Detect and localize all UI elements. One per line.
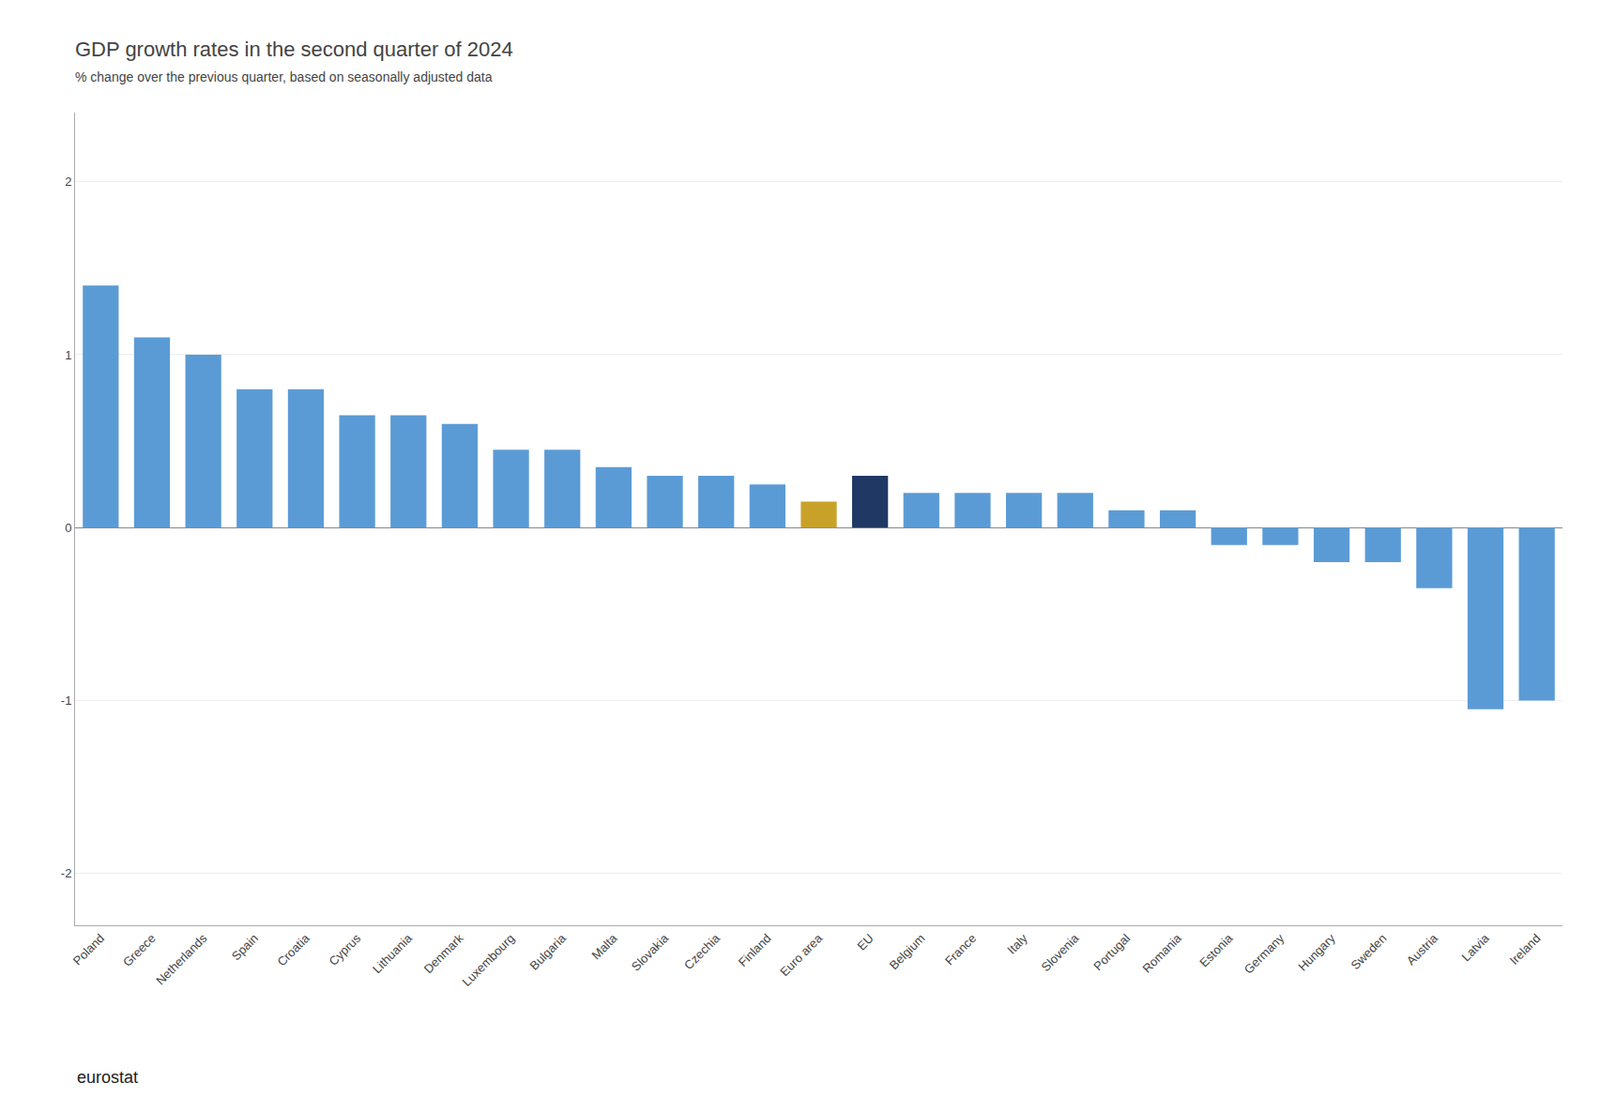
svg-text:Greece: Greece bbox=[120, 930, 159, 970]
svg-text:Finland: Finland bbox=[735, 930, 775, 970]
svg-text:Poland: Poland bbox=[70, 930, 107, 968]
svg-text:Slovakia: Slovakia bbox=[628, 930, 672, 975]
svg-text:Spain: Spain bbox=[228, 930, 261, 963]
svg-text:Sweden: Sweden bbox=[1348, 930, 1390, 973]
svg-text:Ireland: Ireland bbox=[1507, 930, 1544, 968]
svg-text:0: 0 bbox=[64, 520, 72, 535]
svg-text:Denmark: Denmark bbox=[421, 930, 467, 976]
svg-text:Italy: Italy bbox=[1004, 930, 1031, 958]
svg-text:Romania: Romania bbox=[1139, 930, 1185, 976]
svg-text:% change over the previous qua: % change over the previous quarter, base… bbox=[75, 69, 493, 85]
svg-text:Netherlands: Netherlands bbox=[152, 930, 211, 989]
svg-text:Malta: Malta bbox=[589, 930, 622, 963]
svg-text:Belgium: Belgium bbox=[886, 930, 929, 973]
svg-text:Latvia: Latvia bbox=[1459, 930, 1494, 965]
svg-text:EU: EU bbox=[853, 930, 876, 953]
svg-text:1: 1 bbox=[64, 348, 72, 363]
svg-text:Bulgaria: Bulgaria bbox=[527, 930, 570, 974]
svg-text:Estonia: Estonia bbox=[1196, 930, 1236, 971]
svg-text:Luxembourg: Luxembourg bbox=[459, 930, 519, 990]
svg-text:Austria: Austria bbox=[1403, 930, 1442, 969]
svg-text:France: France bbox=[942, 930, 979, 968]
svg-text:Lithuania: Lithuania bbox=[369, 930, 415, 976]
svg-text:Slovenia: Slovenia bbox=[1038, 930, 1082, 975]
svg-text:Germany: Germany bbox=[1241, 930, 1288, 977]
svg-text:Portugal: Portugal bbox=[1090, 930, 1133, 974]
svg-text:Cyprus: Cyprus bbox=[326, 930, 365, 969]
svg-text:Czechia: Czechia bbox=[681, 930, 723, 973]
svg-text:Hungary: Hungary bbox=[1295, 930, 1339, 975]
svg-text:2: 2 bbox=[64, 174, 72, 189]
svg-text:Croatia: Croatia bbox=[274, 930, 313, 970]
svg-text:-2: -2 bbox=[60, 866, 73, 881]
svg-text:Euro area: Euro area bbox=[777, 930, 826, 980]
svg-text:eurostat: eurostat bbox=[76, 1067, 138, 1087]
svg-text:-1: -1 bbox=[60, 693, 73, 708]
svg-text:GDP growth rates in the second: GDP growth rates in the second quarter o… bbox=[75, 37, 514, 61]
